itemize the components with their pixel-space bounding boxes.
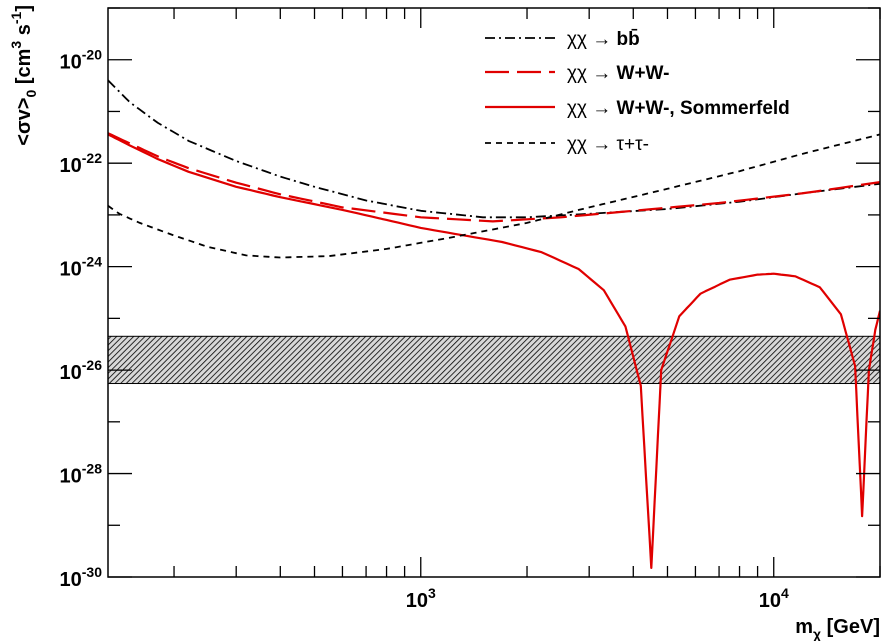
y-tick-label: 10-20 xyxy=(60,47,103,74)
cross-section-band xyxy=(107,335,881,385)
legend-entry: χχ → W+W- xyxy=(485,63,669,84)
y-tick-label: 10-30 xyxy=(60,564,103,591)
series-line xyxy=(108,133,880,569)
y-axis-labels: 10-20 10-22 10-24 10-26 10-28 10-30 xyxy=(60,47,103,591)
plot-frame xyxy=(107,7,881,578)
y-tick-label: 10-26 xyxy=(60,357,103,384)
legend-label: χχ → τ+τ- xyxy=(567,134,649,155)
x-axis-labels: 103 104 xyxy=(406,585,789,612)
legend-entry: χχ → τ+τ- xyxy=(485,134,649,155)
x-axis-title: mχ [GeV] xyxy=(795,616,880,641)
y-axis-title: <σv>0 [cm3 s-1] xyxy=(8,5,39,146)
axis-ticks xyxy=(108,7,881,578)
legend-label: χχ → W+W-, Sommerfeld xyxy=(567,98,790,119)
y-tick-label: 10-24 xyxy=(60,254,103,281)
y-tick-label: 10-28 xyxy=(60,461,103,488)
legend-entry: χχ → bb̄ xyxy=(485,29,640,50)
y-tick-label: 10-22 xyxy=(60,150,103,177)
series-lines xyxy=(108,79,880,569)
x-tick-label: 104 xyxy=(759,585,789,612)
x-tick-label: 103 xyxy=(406,585,436,612)
band-rect xyxy=(107,335,881,385)
legend: χχ → bb̄ χχ → W+W- χχ → W+W-, Sommerfeld… xyxy=(485,29,790,155)
legend-label: χχ → W+W- xyxy=(567,63,669,84)
series-line xyxy=(108,133,880,259)
legend-label: χχ → bb̄ xyxy=(567,29,640,50)
series-line xyxy=(108,132,880,223)
legend-entry: χχ → W+W-, Sommerfeld xyxy=(485,98,790,119)
